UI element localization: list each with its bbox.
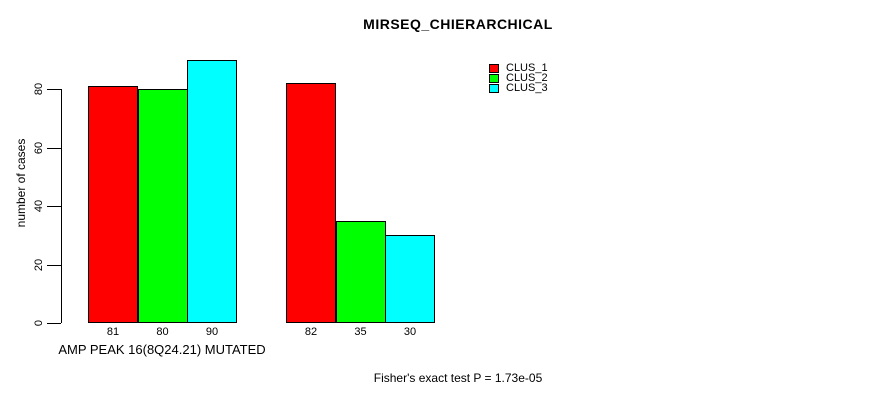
bar-value-label: 90 (205, 326, 219, 338)
y-axis-label: number of cases (14, 138, 28, 228)
legend-swatch (489, 63, 499, 73)
y-tick-label: 60 (33, 141, 45, 154)
legend-item-clus_3: CLUS_3 (489, 82, 548, 94)
bar-group1-clus_2 (137, 89, 188, 323)
y-tick-label: 80 (33, 82, 45, 96)
y-tick-label: 40 (33, 199, 45, 213)
bar-value-label: 81 (106, 326, 120, 338)
bar-group2-clus_3 (385, 235, 435, 323)
y-tick-label: 0 (33, 319, 45, 327)
bar-group2-clus_1 (286, 83, 336, 323)
y-tick-mark (47, 264, 61, 266)
bar-group1-clus_3 (187, 59, 237, 323)
y-tick-mark (47, 206, 61, 207)
legend-item-clus_1: CLUS_1 (489, 62, 548, 74)
chart-title: MIRSEQ_CHIERARCHICAL (363, 16, 553, 32)
y-axis-line (61, 89, 62, 323)
fisher-test-caption: Fisher's exact test P = 1.73e-05 (373, 371, 543, 385)
legend-label: CLUS_3 (506, 82, 548, 94)
legend-label: CLUS_1 (506, 62, 548, 74)
y-tick-mark (47, 323, 61, 324)
y-tick-label: 20 (33, 258, 45, 271)
y-tick-mark (47, 147, 61, 149)
bar-value-label: 30 (403, 326, 417, 338)
bar-value-label: 80 (156, 326, 169, 338)
legend-swatch (489, 73, 499, 83)
y-tick-mark (47, 89, 61, 90)
legend-swatch (489, 83, 499, 93)
bar-value-label: 35 (354, 326, 367, 338)
bar-group1-clus_1 (88, 86, 138, 323)
x-axis-label: AMP PEAK 16(8Q24.21) MUTATED (58, 342, 266, 357)
bar-value-label: 82 (304, 326, 318, 338)
legend: CLUS_1 CLUS_2 CLUS_3 (489, 62, 548, 94)
bar-group2-clus_2 (335, 220, 386, 323)
legend-label: CLUS_2 (506, 72, 548, 84)
legend-item-clus_2: CLUS_2 (489, 72, 548, 84)
